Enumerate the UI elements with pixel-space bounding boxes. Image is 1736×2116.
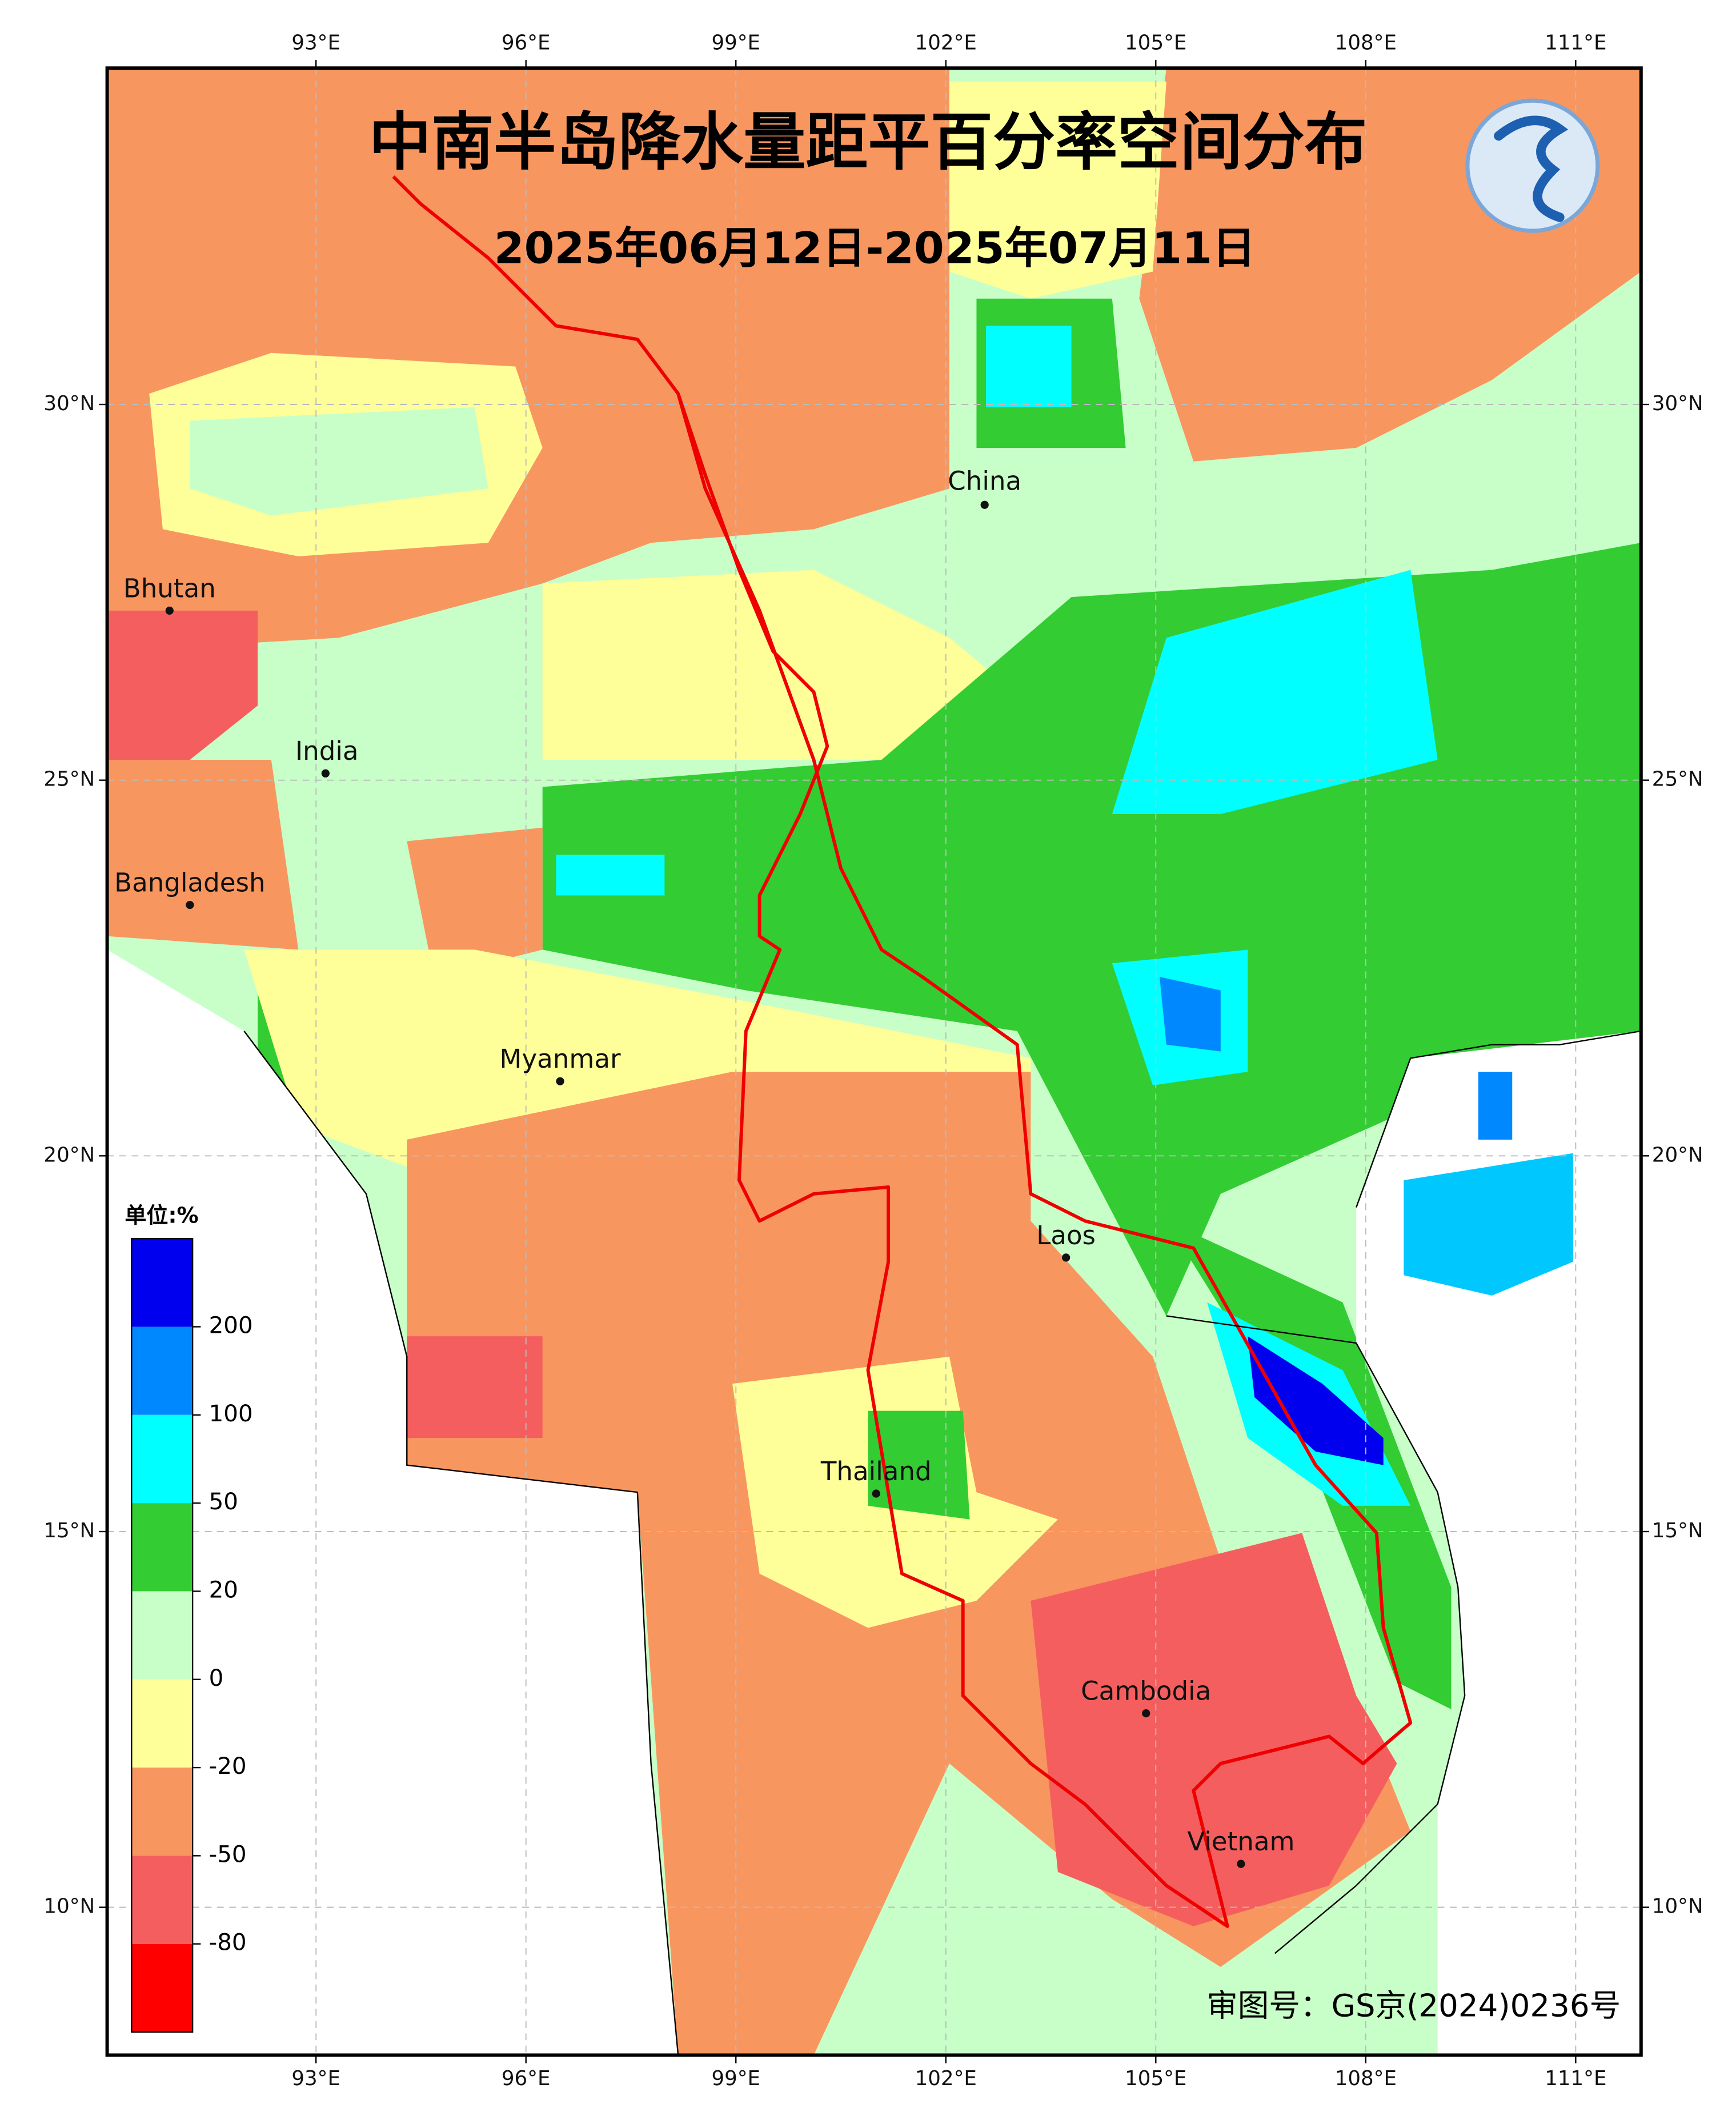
legend-swatch: [131, 1855, 193, 1944]
legend-label: 200: [209, 1312, 253, 1338]
legend-swatch: [131, 1239, 193, 1327]
legend-swatch: [131, 1414, 193, 1504]
x-tick-label: 96°E: [502, 31, 551, 54]
legend-frame: [131, 1237, 194, 2033]
legend-swatch: [131, 1679, 193, 1768]
x-tick-label: 93°E: [291, 2067, 340, 2090]
x-tick-label: 102°E: [915, 31, 977, 54]
place-label: China: [948, 466, 1021, 496]
y-tick-label: 10°N: [1652, 1895, 1703, 1918]
place-label: Bhutan: [123, 573, 216, 603]
x-tick-label: 105°E: [1125, 31, 1186, 54]
subtitle: 2025年06月12日-2025年07月11日: [494, 223, 1256, 274]
y-tick-label: 30°N: [1652, 392, 1703, 415]
grid: [99, 59, 1650, 2063]
x-tick-label: 99°E: [711, 2067, 760, 2090]
legend-label: -20: [209, 1753, 247, 1780]
place-label: Vietnam: [1187, 1826, 1294, 1857]
y-tick-label: 15°N: [43, 1519, 95, 1542]
place-label: Laos: [1036, 1220, 1096, 1251]
legend-swatch: [131, 1943, 193, 2033]
map-frame: [105, 66, 1643, 2057]
legend-label: 100: [209, 1400, 253, 1427]
approval-number: 审图号：GS京(2024)0236号: [1206, 1987, 1621, 2023]
legend-title: 单位:%: [125, 1203, 198, 1228]
y-tick-label: 25°N: [43, 768, 95, 791]
place-label: Thailand: [820, 1456, 932, 1486]
place-label: Myanmar: [500, 1044, 621, 1074]
y-tick-label: 30°N: [43, 392, 95, 415]
y-tick-label: 20°N: [43, 1143, 95, 1167]
y-tick-label: 15°N: [1652, 1519, 1703, 1542]
coastline: [1356, 1030, 1641, 1208]
legend-label: 0: [209, 1665, 224, 1692]
place-label: India: [295, 736, 359, 766]
x-tick-label: 111°E: [1545, 31, 1606, 54]
x-tick-label: 108°E: [1335, 31, 1397, 54]
x-tick-label: 111°E: [1545, 2067, 1606, 2090]
legend-swatch: [131, 1503, 193, 1592]
legend-swatch: [131, 1591, 193, 1680]
y-tick-label: 20°N: [1652, 1143, 1703, 1167]
border-line: [392, 175, 1413, 1928]
x-tick-label: 108°E: [1335, 2067, 1397, 2090]
legend-swatch: [131, 1768, 193, 1856]
y-tick-label: 25°N: [1652, 768, 1703, 791]
legend-label: -50: [209, 1841, 247, 1867]
precip-field: [107, 68, 1641, 2055]
legend-swatch: [131, 1326, 193, 1415]
legend-label: 20: [209, 1576, 238, 1603]
legend-label: -80: [209, 1929, 247, 1956]
places: China Bhutan India Bangladesh Myanmar La…: [114, 466, 1294, 1868]
title: 中南半岛降水量距平百分率空间分布: [369, 106, 1367, 179]
x-tick-label: 99°E: [711, 31, 760, 54]
x-tick-label: 105°E: [1125, 2067, 1186, 2090]
x-tick-label: 102°E: [915, 2067, 977, 2090]
place-label: Cambodia: [1081, 1676, 1211, 1706]
place-label: Bangladesh: [114, 867, 265, 897]
logo: [1465, 98, 1600, 233]
y-tick-label: 10°N: [43, 1895, 95, 1918]
coastline: [1166, 1315, 1466, 1954]
coastline: [243, 1031, 679, 2055]
x-tick-label: 93°E: [291, 31, 340, 54]
legend-label: 50: [209, 1488, 238, 1515]
x-tick-label: 96°E: [502, 2067, 551, 2090]
